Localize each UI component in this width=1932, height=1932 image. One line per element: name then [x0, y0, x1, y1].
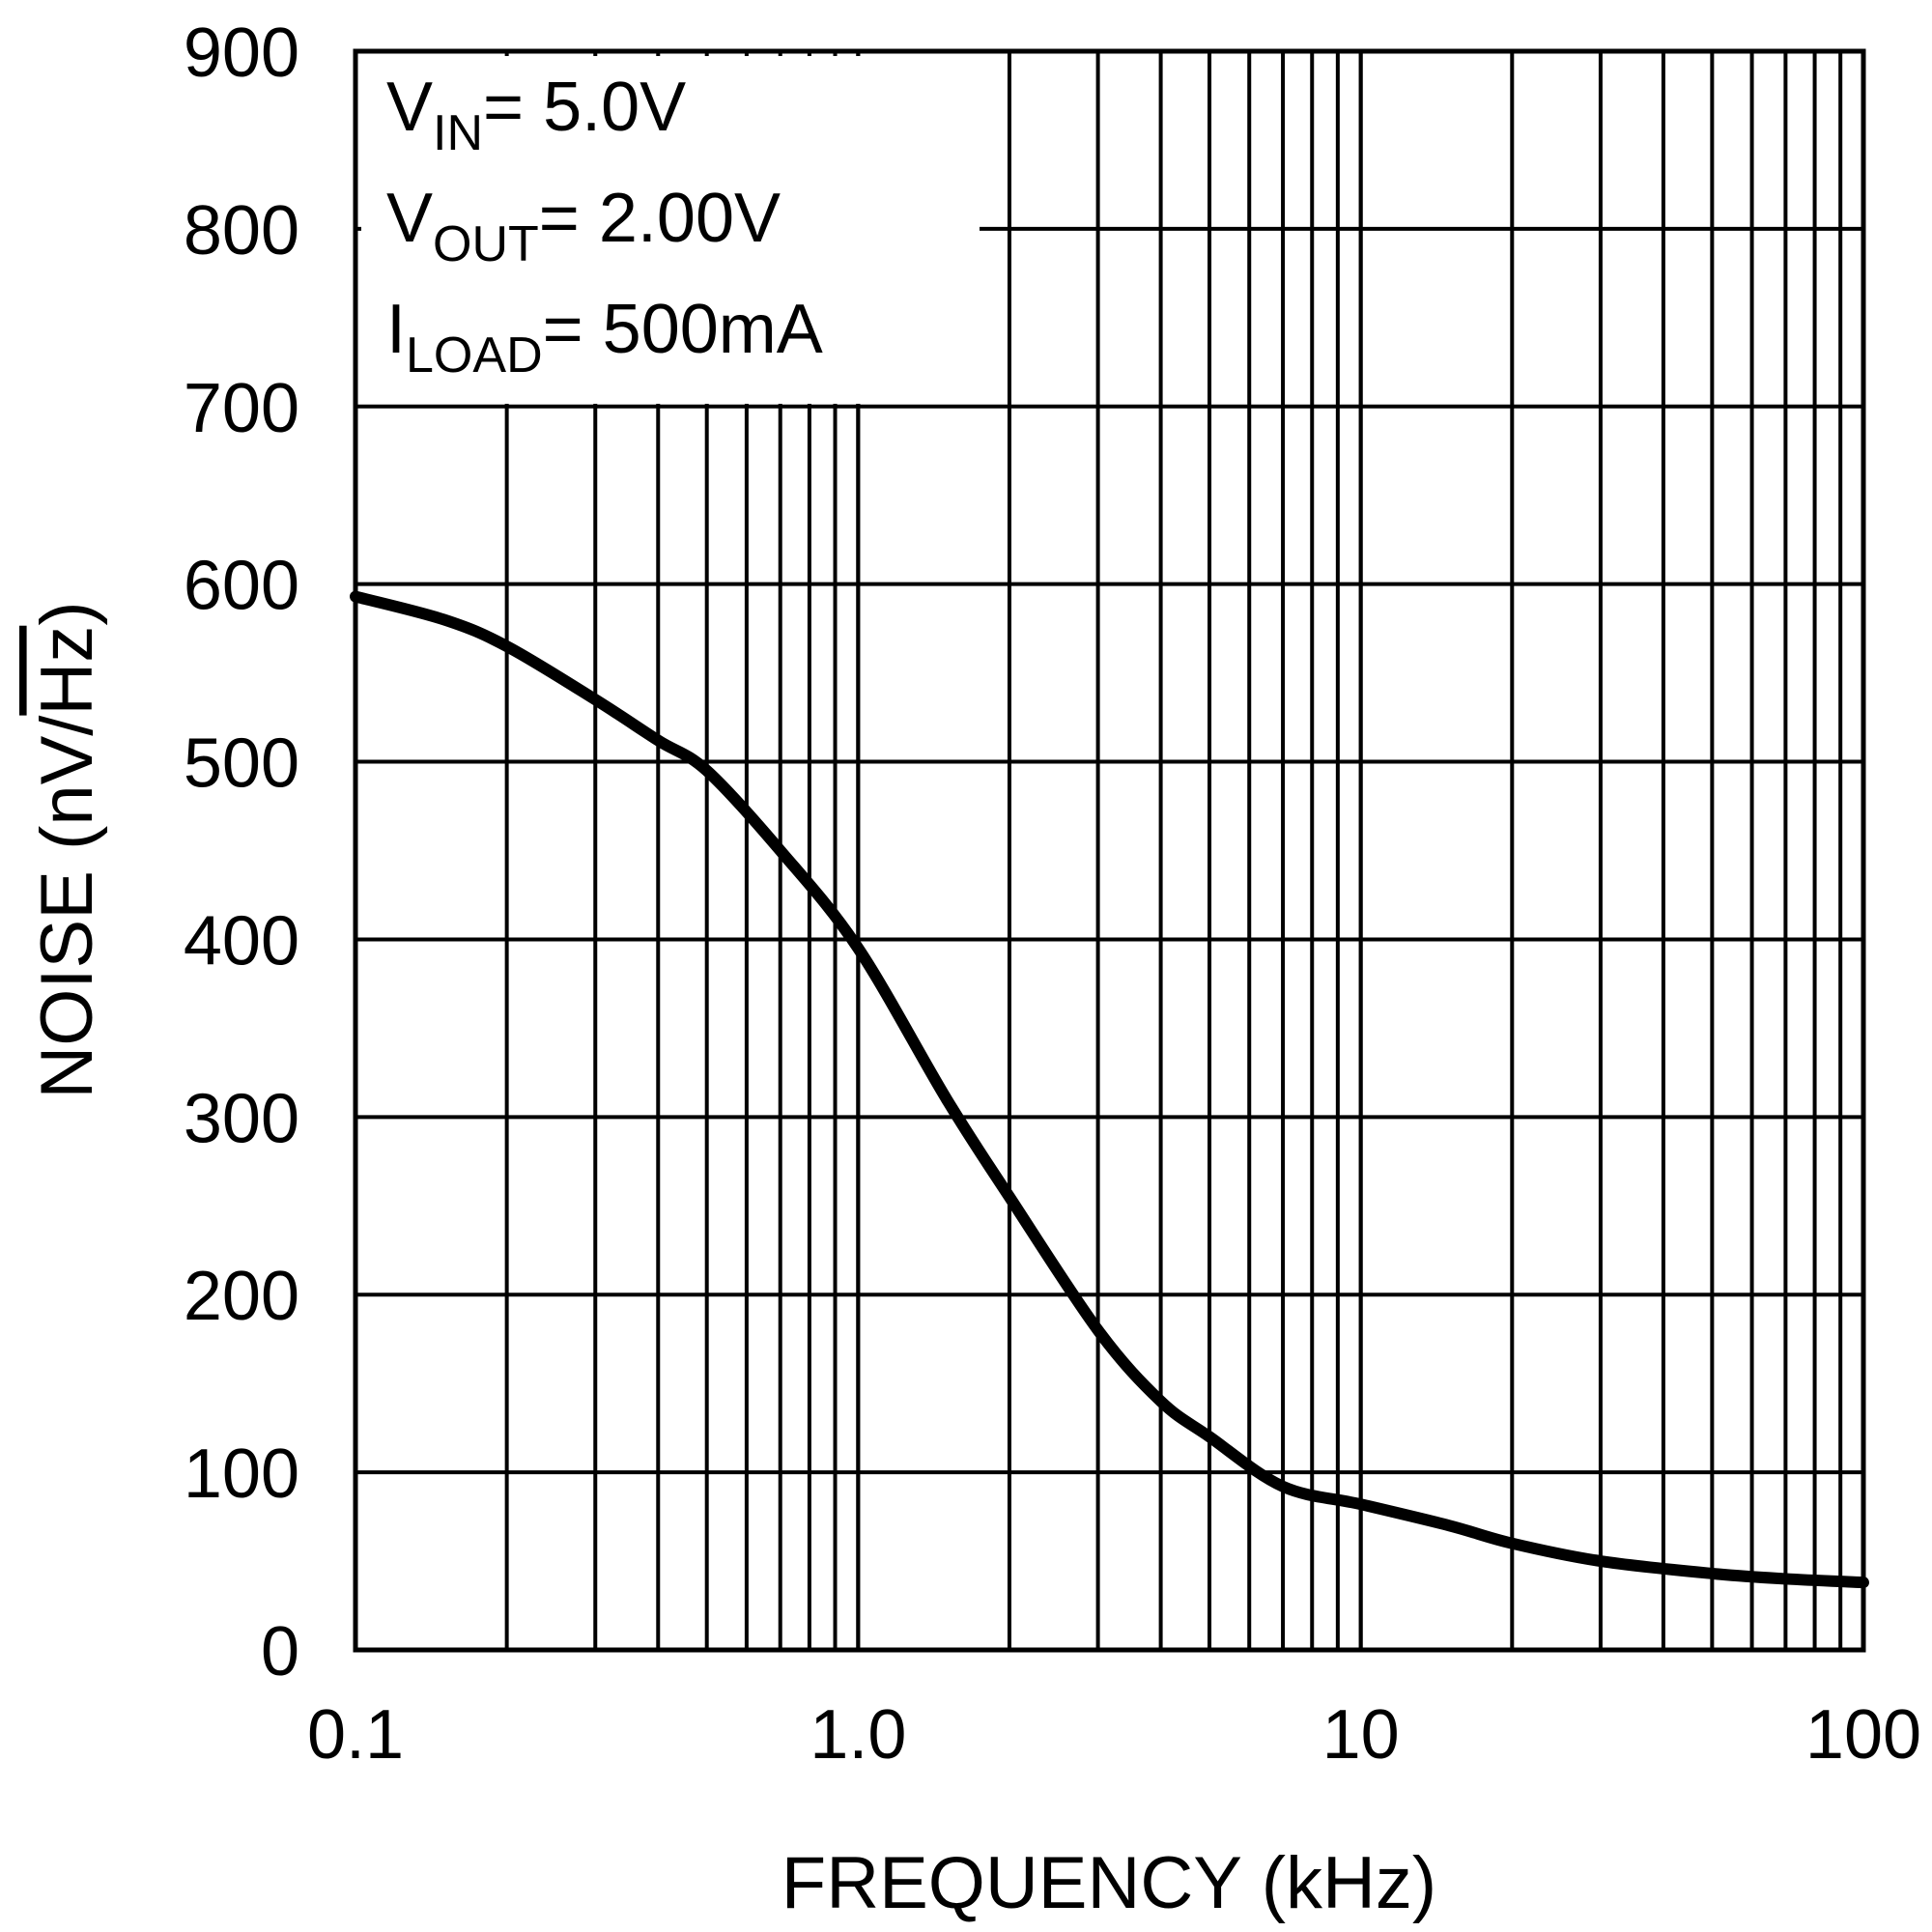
- x-tick-label: 100: [1805, 1696, 1921, 1774]
- annotation-iload: ILOAD= 500mA: [386, 291, 823, 384]
- y-tick-label: 700: [184, 370, 299, 447]
- annotation-vout: VOUT= 2.00V: [386, 180, 781, 272]
- y-axis-label: NOISE (nV/Hz): [26, 601, 108, 1098]
- annotation-box: VIN= 5.0V VOUT= 2.00V ILOAD= 500mA: [361, 56, 980, 404]
- x-tick-labels: 0.1 1.0 10 100: [307, 1696, 1921, 1774]
- y-tick-label: 900: [184, 14, 299, 92]
- y-tick-label: 400: [184, 902, 299, 980]
- noise-curve: [350, 590, 1869, 1589]
- x-tick-label: 10: [1322, 1696, 1400, 1774]
- x-tick-label: 0.1: [307, 1696, 404, 1774]
- y-tick-label: 800: [184, 192, 299, 270]
- y-tick-label: 300: [184, 1080, 299, 1157]
- x-axis-label: FREQUENCY (kHz): [781, 1842, 1436, 1924]
- y-tick-label: 600: [184, 548, 299, 625]
- plot-frame: [353, 48, 1866, 1653]
- y-tick-label: 0: [261, 1613, 299, 1690]
- x-tick-label: 1.0: [810, 1696, 906, 1774]
- y-tick-label: 500: [184, 725, 299, 803]
- y-tick-label: 200: [184, 1258, 299, 1335]
- y-tick-label: 100: [184, 1435, 299, 1513]
- y-tick-labels: 0 100 200 300 400 500 600 700 800 900: [184, 14, 299, 1690]
- annotation-vin: VIN= 5.0V: [386, 69, 686, 161]
